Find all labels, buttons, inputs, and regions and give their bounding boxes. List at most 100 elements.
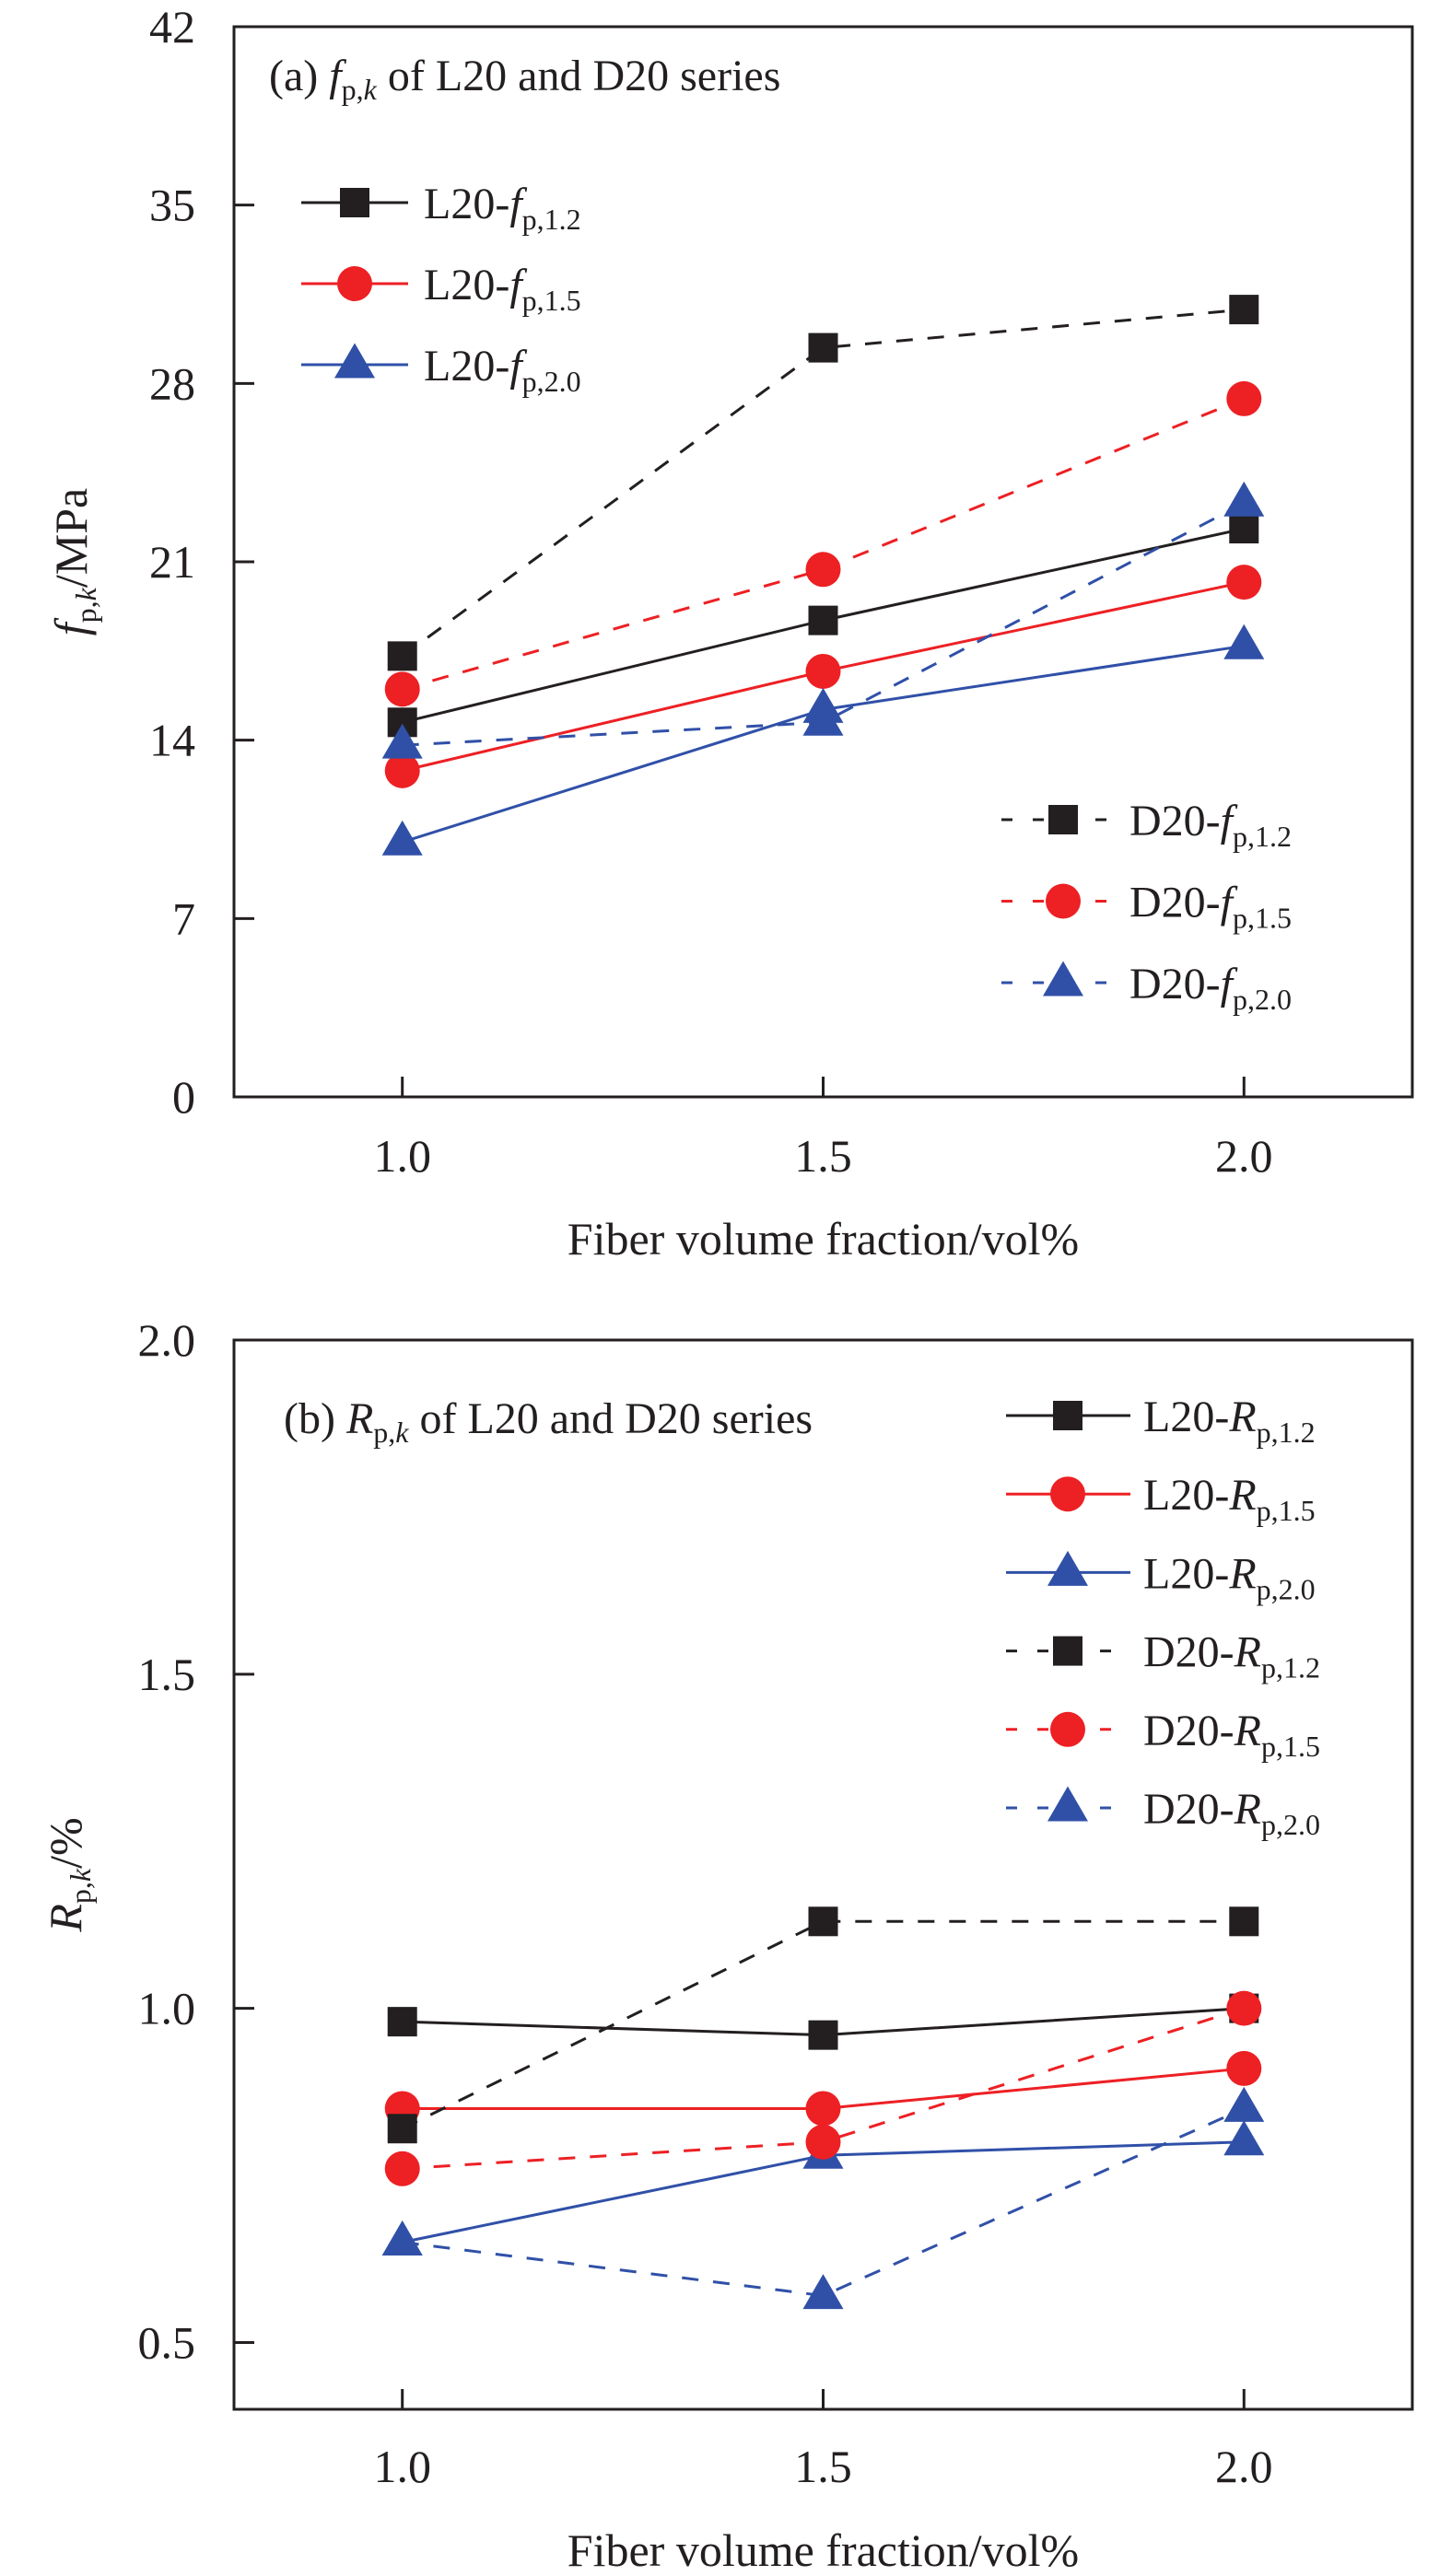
series-d20-circle: [384, 380, 1262, 707]
legend-marker-square: [340, 188, 369, 217]
data-point-circle: [805, 552, 841, 588]
legend-label: D20-Rp,2.0: [1143, 1785, 1320, 1841]
legend-label-main: L20-: [1143, 1471, 1229, 1520]
legend-item: L20-Rp,1.2: [1006, 1393, 1316, 1449]
legend-item: L20-fp,2.0: [301, 342, 581, 398]
x-axis-title: Fiber volume fraction/vol%: [568, 2524, 1079, 2576]
legend-label-main: L20-: [424, 261, 509, 309]
panel-b-chart: 0.5 1.0 1.5 2.0 1.0 1.5 2.0 Fiber volume fracti…: [40, 1314, 1414, 2576]
series-d20-circle: [384, 1990, 1262, 2186]
legend-item: L20-fp,1.5: [301, 261, 581, 317]
legend-label-main: L20-: [424, 180, 509, 228]
y-axis-unit: /%: [40, 1817, 91, 1869]
panel-title: (a) fp,k of L20 and D20 series: [269, 52, 780, 106]
panel-title-prefix: (a): [269, 52, 329, 100]
legend-marker-circle: [1050, 1711, 1085, 1747]
legend-label-subscript: p,1.2: [1261, 1651, 1320, 1684]
legend-label: D20-Rp,1.5: [1143, 1707, 1320, 1763]
series-l20-square: [387, 514, 1259, 738]
legend-marker-circle: [337, 266, 372, 301]
series-line: [402, 397, 1245, 691]
data-point-triangle: [802, 700, 844, 736]
legend-marker-triangle: [1047, 1550, 1088, 1586]
data-point-square: [808, 2020, 838, 2050]
series-d20-square: [387, 295, 1259, 671]
y-tick-label: 28: [149, 357, 195, 409]
legend-item: D20-Rp,1.2: [1006, 1628, 1320, 1684]
legend-top-left: L20-fp,1.2 L20-fp,1.5 L20-fp,2.0: [301, 180, 581, 398]
y-axis-title: Rp,k/%: [40, 1817, 97, 1932]
y-axis-title: fp,k/MPa: [45, 488, 102, 635]
data-point-square: [808, 605, 838, 635]
panel-title-subscript: p,: [373, 1416, 395, 1449]
legend-marker-circle: [1046, 883, 1081, 919]
data-point-triangle: [381, 2220, 423, 2256]
legend-label-main: D20-: [1129, 879, 1221, 927]
series-d20-square: [387, 1906, 1259, 2144]
legend-item: L20-Rp,2.0: [1006, 1549, 1316, 1605]
y-tick-label: 14: [149, 715, 195, 766]
legend-top-right: L20-Rp,1.2L20-Rp,1.5L20-Rp,2.0D20-Rp,1.2…: [1006, 1393, 1320, 1841]
data-point-circle: [805, 2091, 841, 2127]
series-layer: [381, 295, 1265, 856]
y-axis-subscript: p,: [64, 1882, 97, 1904]
legend-label-subscript: p,1.5: [1261, 1730, 1320, 1763]
legend-label-symbol: R: [1234, 1628, 1261, 1677]
legend-label-main: D20-: [1143, 1785, 1235, 1834]
y-tick-label: 1.0: [138, 1983, 196, 2034]
y-tick-label: 21: [149, 536, 195, 588]
legend-marker-circle: [1050, 1476, 1085, 1512]
legend-marker-triangle: [1047, 1786, 1088, 1822]
legend-label: D20-fp,1.5: [1129, 879, 1292, 935]
legend-marker-square: [1053, 1636, 1082, 1666]
legend-marker-square: [1048, 805, 1078, 834]
data-point-circle: [805, 2124, 841, 2160]
series-line: [402, 2107, 1245, 2298]
legend-label-subscript: p,2.0: [1257, 1572, 1316, 1605]
y-axis-subscript: p,: [69, 600, 102, 623]
series-l20-circle: [384, 2050, 1262, 2127]
legend-item: D20-fp,1.5: [1001, 879, 1292, 935]
data-point-triangle: [1223, 481, 1265, 517]
panel-title-suffix: of L20 and D20 series: [409, 1394, 813, 1443]
x-tick-label: 1.0: [373, 1130, 431, 1182]
panel-title-subscript-k: k: [364, 73, 378, 106]
legend-label: L20-Rp,1.2: [1143, 1393, 1316, 1449]
data-point-square: [1229, 514, 1259, 544]
y-tick-label: 35: [149, 180, 195, 231]
y-tick-label: 1.5: [138, 1649, 196, 1700]
data-point-triangle: [381, 723, 423, 759]
legend-label-symbol: R: [1228, 1549, 1256, 1598]
legend-label-subscript: p,1.2: [1233, 820, 1292, 853]
legend-label-subscript: p,1.2: [1257, 1416, 1316, 1449]
data-point-triangle: [802, 2274, 844, 2310]
y-axis-unit: /MPa: [45, 488, 97, 588]
legend-label-main: D20-: [1143, 1628, 1235, 1677]
legend-label: L20-fp,1.2: [424, 180, 581, 236]
data-point-circle: [384, 2151, 420, 2186]
x-tick-label: 2.0: [1215, 1130, 1273, 1182]
legend-item: D20-Rp,1.5: [1006, 1707, 1320, 1763]
y-axis-symbol: R: [40, 1904, 91, 1933]
legend-label-main: L20-: [1143, 1549, 1229, 1598]
legend-item: D20-fp,1.2: [1001, 797, 1292, 853]
legend-label-main: D20-: [1143, 1707, 1235, 1755]
data-point-square: [1229, 1906, 1259, 1937]
legend-label-subscript: p,1.2: [522, 203, 581, 236]
y-axis-subscript-k: k: [69, 587, 102, 600]
data-point-circle: [1226, 2050, 1262, 2086]
legend-label: D20-fp,2.0: [1129, 960, 1292, 1016]
legend-label-symbol: R: [1234, 1785, 1261, 1834]
data-point-triangle: [1223, 2086, 1265, 2122]
legend-item: L20-fp,1.2: [301, 180, 581, 236]
legend-label-main: L20-: [1143, 1393, 1229, 1441]
data-point-circle: [384, 752, 420, 788]
legend-item: D20-Rp,2.0: [1006, 1785, 1320, 1841]
panel-a-chart: 0 7 14 21 28 35 42 1.0 1.5 2.0 Fiber volume fracti…: [45, 1, 1414, 1265]
series-d20-triangle: [381, 2086, 1265, 2310]
legend-item: D20-fp,2.0: [1001, 960, 1292, 1016]
x-tick-label: 2.0: [1215, 2441, 1273, 2492]
legend-marker-triangle: [1043, 961, 1083, 997]
legend-label: L20-fp,2.0: [424, 342, 581, 398]
